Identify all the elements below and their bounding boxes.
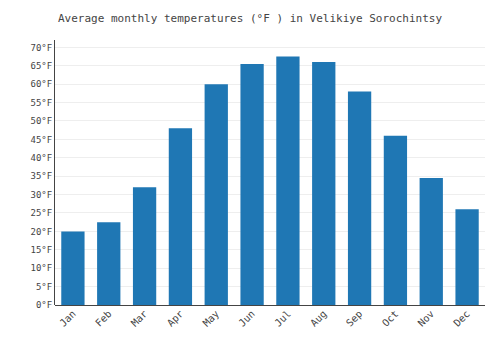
svg-text:Average monthly temperatures (: Average monthly temperatures (°F ) in Ve… bbox=[58, 12, 442, 25]
svg-text:40°F: 40°F bbox=[31, 153, 53, 163]
svg-text:20°F: 20°F bbox=[31, 227, 53, 237]
svg-text:May: May bbox=[201, 308, 222, 329]
svg-text:45°F: 45°F bbox=[31, 135, 53, 145]
svg-text:70°F: 70°F bbox=[31, 43, 53, 53]
svg-text:55°F: 55°F bbox=[31, 98, 53, 108]
svg-text:Oct: Oct bbox=[380, 308, 401, 329]
svg-text:Jul: Jul bbox=[272, 308, 293, 329]
svg-text:Mar: Mar bbox=[129, 308, 150, 329]
svg-text:Sep: Sep bbox=[344, 308, 365, 329]
svg-text:Nov: Nov bbox=[416, 308, 437, 329]
svg-text:60°F: 60°F bbox=[31, 79, 53, 89]
svg-text:15°F: 15°F bbox=[31, 245, 53, 255]
svg-text:Jun: Jun bbox=[236, 308, 257, 329]
svg-text:50°F: 50°F bbox=[31, 116, 53, 126]
svg-text:65°F: 65°F bbox=[31, 61, 53, 71]
svg-text:25°F: 25°F bbox=[31, 208, 53, 218]
svg-text:30°F: 30°F bbox=[31, 190, 53, 200]
svg-text:Aug: Aug bbox=[308, 308, 329, 329]
svg-text:Apr: Apr bbox=[165, 308, 186, 329]
svg-text:0°F: 0°F bbox=[36, 300, 52, 310]
svg-text:Feb: Feb bbox=[93, 308, 114, 329]
svg-text:Jan: Jan bbox=[57, 308, 78, 329]
svg-text:Dec: Dec bbox=[451, 308, 472, 329]
svg-text:35°F: 35°F bbox=[31, 171, 53, 181]
svg-text:5°F: 5°F bbox=[36, 282, 52, 292]
svg-text:10°F: 10°F bbox=[31, 263, 53, 273]
